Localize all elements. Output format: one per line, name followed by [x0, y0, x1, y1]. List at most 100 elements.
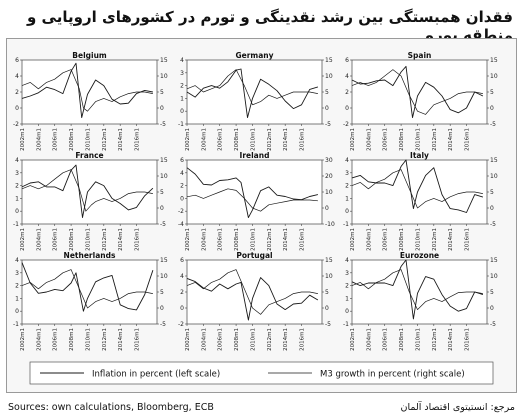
x-tick-label: 2014m1: [118, 128, 124, 151]
left-tick-label: 0: [180, 108, 184, 115]
right-tick-label: 10: [490, 173, 498, 180]
chart-panel-portugal: Portugal -2 0 2 4 6 -5 0 5 10 15 2002m1 2004m1 2006m1…: [178, 251, 333, 351]
x-tick-label: 2014m1: [283, 128, 289, 151]
right-tick-label: -5: [160, 121, 166, 128]
panel-title: Belgium: [72, 51, 107, 60]
right-tick-label: 10: [160, 173, 168, 180]
left-tick-label: 2: [180, 289, 184, 296]
chart-panel-netherlands: Netherlands -1 0 1 2 3 4 -5 0 5 10 15 2002m1 2004m1 20…: [13, 251, 168, 351]
x-tick-label: 2004m1: [201, 228, 207, 251]
left-tick-label: 0: [15, 105, 19, 112]
left-tick-label: -2: [178, 321, 184, 328]
right-tick-label: 10: [325, 273, 333, 280]
panel-title: Netherlands: [64, 251, 116, 260]
x-tick-label: 2010m1: [85, 228, 91, 251]
left-tick-label: 3: [345, 270, 349, 277]
legend-box: [29, 361, 494, 385]
left-tick-label: 6: [180, 157, 184, 164]
left-tick-label: 6: [180, 257, 184, 264]
left-tick-label: 4: [180, 273, 184, 280]
x-tick-label: 2012m1: [432, 228, 438, 251]
right-tick-label: 0: [160, 205, 164, 212]
plot-area: [186, 159, 323, 225]
inflation-line: [21, 262, 154, 312]
right-tick-label: -5: [490, 321, 496, 328]
m3-growth-line: [21, 269, 153, 309]
left-tick-label: 4: [15, 257, 19, 264]
left-tick-label: 4: [15, 73, 19, 80]
x-tick-label: 2010m1: [85, 328, 91, 351]
right-tick-label: 5: [490, 89, 494, 96]
left-tick-label: -1: [13, 321, 19, 328]
right-tick-label: 0: [490, 305, 494, 312]
x-tick-label: 2012m1: [267, 328, 273, 351]
right-tick-label: 20: [325, 173, 333, 180]
chart-panel-eurozone: Eurozone -1 0 1 2 3 4 -5 0 5 10 15 2002m1 2004m1 2006m…: [343, 251, 498, 351]
left-tick-label: 2: [345, 183, 349, 190]
left-tick-label: 0: [345, 105, 349, 112]
x-tick-label: 2002m1: [20, 128, 26, 151]
left-tick-label: 0: [15, 208, 19, 215]
left-tick-label: 3: [345, 170, 349, 177]
x-tick-label: 2016m1: [135, 328, 141, 351]
right-tick-label: 10: [325, 189, 333, 196]
left-tick-label: 4: [345, 257, 349, 264]
x-tick-label: 2008m1: [234, 128, 240, 151]
chart-panel-germany: Germany -1 0 1 2 3 4 -5 0 5 10 15 2002m1 2004m1 2006m1…: [178, 51, 333, 151]
x-tick-label: 2016m1: [135, 128, 141, 151]
left-tick-label: -1: [343, 321, 349, 328]
panel-title: Ireland: [240, 151, 270, 160]
x-tick-label: 2008m1: [399, 328, 405, 351]
panel-title: Spain: [408, 51, 432, 60]
right-tick-label: 5: [160, 89, 164, 96]
left-tick-label: -1: [13, 221, 19, 228]
x-tick-label: 2014m1: [283, 328, 289, 351]
x-tick-label: 2012m1: [432, 328, 438, 351]
right-tick-label: -5: [325, 121, 331, 128]
x-tick-label: 2006m1: [218, 128, 224, 151]
left-tick-label: 1: [15, 295, 19, 302]
m3-growth-line: [186, 269, 318, 315]
chart-panel-belgium: Belgium -2 0 2 4 6 -5 0 5 10 15 2002m1 2004m1 2006m1 2…: [13, 51, 168, 151]
right-tick-label: -5: [490, 221, 496, 228]
chart-panel-italy: Italy -1 0 1 2 3 4 -5 0 5 10 15 2002m1 2004m1 2006m1 20…: [343, 151, 498, 251]
chart-panel-france: France -1 0 1 2 3 4 -5 0 5 10 15 2002m1 2004m1 2006m1 2…: [13, 151, 168, 251]
x-tick-label: 2006m1: [383, 328, 389, 351]
m3-growth-line: [351, 169, 483, 209]
left-tick-label: 0: [15, 308, 19, 315]
m3-growth-line: [186, 69, 318, 106]
right-tick-label: 0: [160, 305, 164, 312]
x-tick-label: 2002m1: [20, 328, 26, 351]
x-tick-label: 2008m1: [234, 228, 240, 251]
left-tick-label: -1: [178, 121, 184, 128]
right-tick-label: 5: [325, 89, 329, 96]
left-tick-label: 2: [15, 283, 19, 290]
panel-title: Eurozone: [400, 251, 439, 260]
legend-label-m3: M3 growth in percent (right scale): [320, 370, 465, 380]
right-tick-label: 5: [490, 289, 494, 296]
left-tick-label: 3: [15, 170, 19, 177]
right-tick-label: -10: [325, 221, 335, 228]
x-tick-label: 2012m1: [102, 228, 108, 251]
source-note: Sources: own calculations, Bloomberg, EC…: [8, 402, 214, 413]
x-tick-label: 2004m1: [36, 228, 42, 251]
x-tick-label: 2002m1: [185, 128, 191, 151]
right-tick-label: -5: [325, 321, 331, 328]
x-tick-label: 2008m1: [69, 128, 75, 151]
x-tick-label: 2012m1: [102, 128, 108, 151]
x-tick-label: 2002m1: [350, 228, 356, 251]
x-tick-label: 2016m1: [465, 228, 471, 251]
left-tick-label: -2: [13, 121, 19, 128]
x-tick-label: 2014m1: [448, 228, 454, 251]
right-tick-label: 0: [325, 205, 329, 212]
x-tick-label: 2006m1: [53, 328, 59, 351]
x-tick-label: 2002m1: [350, 328, 356, 351]
chart-panel-ireland: Ireland -4 -2 0 2 4 6 -10 0 10 20 30 2002m1 2004m1 200…: [178, 151, 335, 251]
left-tick-label: 2: [15, 183, 19, 190]
right-tick-label: 15: [160, 157, 168, 164]
right-tick-label: 15: [490, 57, 498, 64]
panel-title: Germany: [235, 51, 273, 60]
x-tick-label: 2002m1: [350, 128, 356, 151]
right-tick-label: 0: [160, 105, 164, 112]
